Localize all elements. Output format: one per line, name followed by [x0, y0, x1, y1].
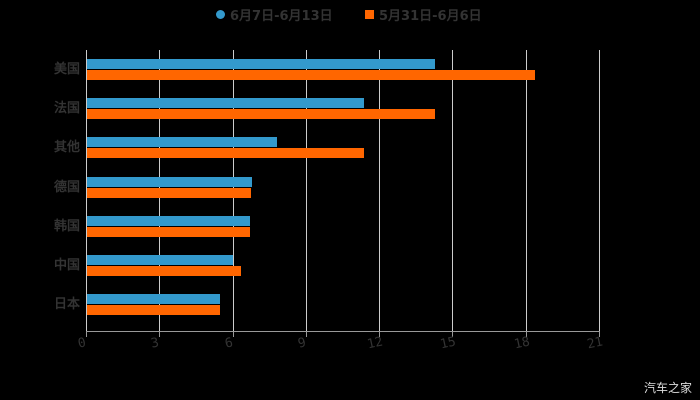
bar-series1[interactable]: [87, 59, 436, 69]
x-tick-label: 0: [76, 335, 88, 352]
bar-series2[interactable]: [87, 305, 221, 316]
category-label: 法国: [53, 101, 80, 117]
legend-item-series2[interactable]: 5月31日-6月6日: [365, 4, 482, 24]
bar-series2[interactable]: [87, 148, 365, 159]
legend-item-series1[interactable]: 6月7日-6月13日: [216, 4, 333, 24]
gridline: [379, 50, 381, 331]
x-tick-label: 15: [439, 334, 458, 353]
bar-series1[interactable]: [87, 137, 277, 148]
x-tick: [452, 331, 454, 337]
bar-series1[interactable]: [87, 176, 253, 187]
category-label: 中国: [53, 258, 80, 273]
bar-series1[interactable]: [87, 294, 221, 305]
gridline: [525, 50, 527, 331]
bar-series1[interactable]: [87, 255, 233, 265]
legend-label-series1: 6月7日-6月13日: [230, 8, 333, 24]
bar-series2[interactable]: [87, 109, 436, 120]
category-label: 其他: [53, 140, 80, 156]
x-tick: [159, 331, 161, 337]
gridline: [452, 50, 454, 331]
bar-series2[interactable]: [87, 226, 250, 237]
legend-label-series2: 5月31日-6月6日: [379, 8, 482, 24]
bar-series1[interactable]: [87, 98, 365, 109]
x-tick: [379, 331, 381, 337]
category-label: 美国: [53, 62, 80, 77]
x-tick-label: 21: [585, 334, 605, 353]
square-marker-icon: [365, 9, 374, 19]
watermark: 汽车之家: [643, 381, 692, 395]
bar-series2[interactable]: [87, 70, 536, 80]
x-tick: [305, 331, 307, 337]
y-axis-line: [86, 50, 87, 331]
gridline: [599, 50, 600, 331]
gridline: [305, 50, 307, 331]
x-tick-label: 3: [149, 335, 161, 352]
category-label: 日本: [53, 297, 80, 313]
x-axis-line: [86, 331, 600, 332]
bar-series1[interactable]: [87, 215, 250, 226]
x-tick: [232, 331, 234, 337]
x-tick: [599, 331, 600, 337]
x-tick-label: 9: [296, 335, 308, 352]
bar-series2[interactable]: [87, 187, 251, 198]
category-label: 韩国: [53, 218, 80, 234]
category-label: 德国: [53, 179, 80, 195]
x-tick-label: 6: [223, 335, 234, 352]
x-tick-label: 12: [365, 334, 385, 353]
legend: 6月7日-6月13日 5月31日-6月6日: [0, 4, 700, 24]
x-tick-label: 18: [512, 334, 531, 353]
x-tick: [86, 331, 87, 337]
circle-marker-icon: [216, 9, 225, 19]
x-tick: [525, 331, 527, 337]
bar-series2[interactable]: [87, 266, 242, 276]
